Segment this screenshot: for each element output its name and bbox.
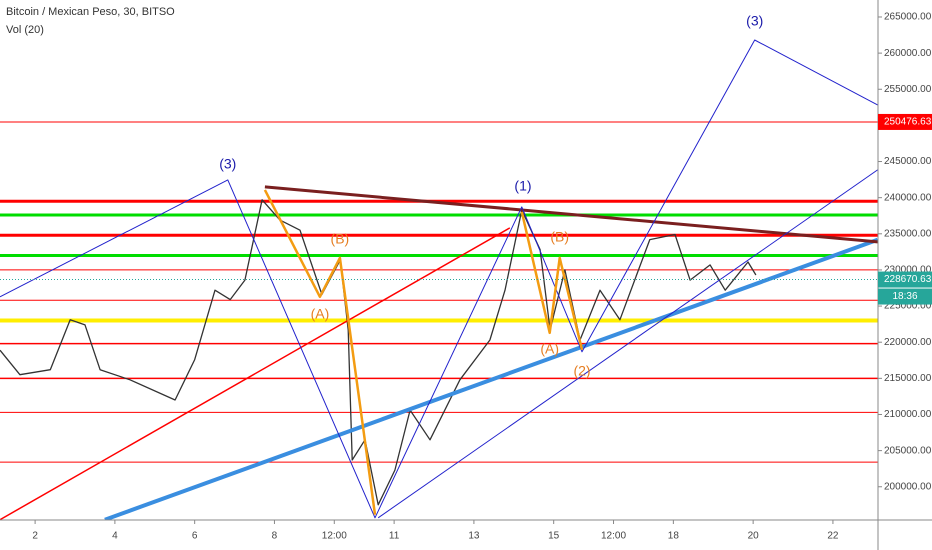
x-tick-label: 15 [548,531,560,542]
trendline [263,189,377,515]
y-tick-label: 255000.00 [884,84,932,95]
y-tick-label: 205000.00 [884,445,932,456]
wave-label: (B) [550,229,569,245]
wave-label: (A) [311,306,330,322]
countdown-badge [878,288,932,305]
wave-label: (3) [746,13,763,29]
y-tick-label: 235000.00 [884,228,932,239]
x-tick-label: 12:00 [601,531,626,542]
price-badge [878,271,932,288]
plot-area: (3) (3) (1) (B) (A) (B) (A) (2) [0,13,878,520]
y-tick-label: 265000.00 [884,12,932,23]
wave-label: (3) [219,156,236,172]
price-badge-label: 228670.63 [884,274,932,285]
x-tick-label: 4 [112,531,118,542]
trendline [0,227,511,520]
x-tick-label: 20 [748,531,760,542]
x-tick-label: 18 [668,531,680,542]
y-tick-label: 245000.00 [884,156,932,167]
trendline [0,39,878,519]
x-tick-label: 11 [389,531,400,542]
x-tick-label: 22 [827,531,839,542]
x-tick-label: 2 [32,531,38,542]
wave-label: (A) [540,341,559,357]
y-tick-label: 225000.00 [884,301,932,312]
trendline [104,237,878,520]
y-tick-label: 260000.00 [884,48,932,59]
price-line [0,199,757,506]
x-tick-label: 13 [468,531,480,542]
wave-label: (2) [573,363,590,379]
volume-label: Vol (20) [6,24,44,36]
wave-label: (B) [331,231,350,247]
trendline [377,169,878,519]
y-tick-label: 220000.00 [884,337,932,348]
y-tick-label: 230000.00 [884,265,932,276]
x-tick-label: 6 [192,531,198,542]
wave-label: (1) [514,178,531,194]
price-badge [878,113,932,130]
y-tick-label: 200000.00 [884,481,932,492]
trendline [264,185,878,244]
price-badge-label: 250476.63 [884,117,932,128]
y-tick-label: 215000.00 [884,373,932,384]
x-tick-label: 8 [272,531,278,542]
y-tick-label: 210000.00 [884,409,932,420]
countdown-label: 18:36 [892,291,917,302]
y-tick-label: 240000.00 [884,192,932,203]
x-tick-label: 12:00 [322,531,347,542]
chart-title: Bitcoin / Mexican Peso, 30, BITSO [6,6,175,18]
trendline [520,211,584,351]
